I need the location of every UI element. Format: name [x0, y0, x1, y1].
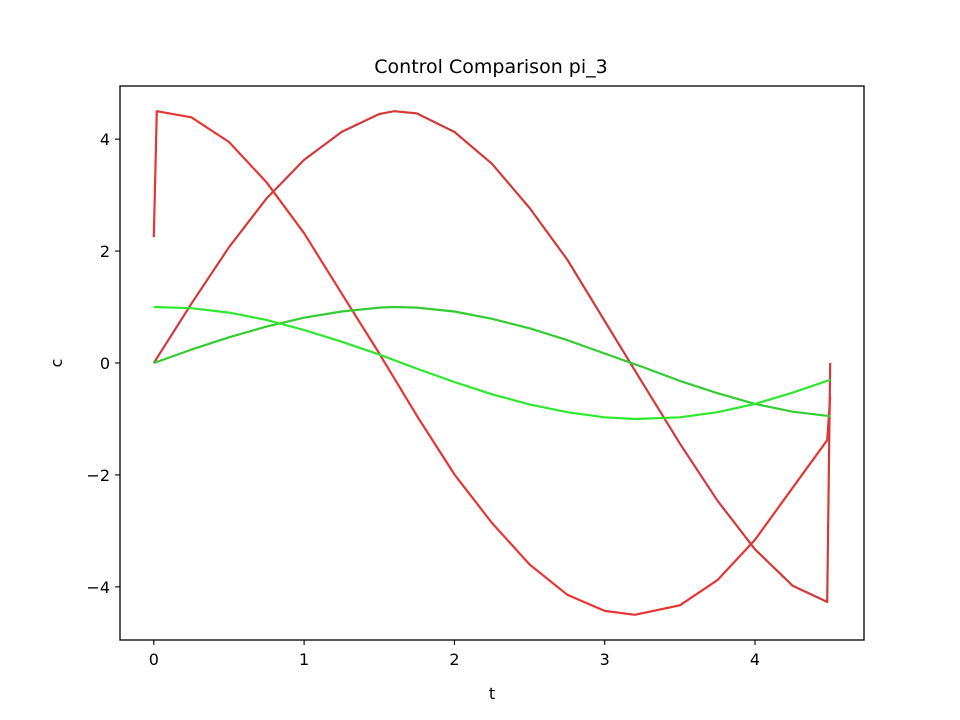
series-line-2	[152, 110, 832, 616]
y-tick-label: −4	[86, 578, 110, 597]
y-tick-label: 0	[100, 354, 110, 373]
x-axis: 0 1 2 3 4	[149, 640, 760, 669]
x-axis-label: t	[489, 684, 495, 703]
y-tick-label: −2	[86, 466, 110, 485]
series-line-3	[153, 305, 831, 418]
y-axis: −4 −2 0 2 4	[86, 130, 120, 597]
x-tick-label: 4	[750, 650, 760, 669]
x-tick-label: 2	[449, 650, 459, 669]
y-axis-label: c	[47, 359, 66, 368]
y-tick-label: 2	[100, 242, 110, 261]
plot-frame	[119, 85, 865, 641]
x-tick-label: 3	[600, 650, 610, 669]
series-line-4	[153, 305, 831, 421]
series-line-1	[152, 110, 832, 604]
plot-lines	[152, 110, 832, 616]
chart-title: Control Comparison pi_3	[374, 56, 607, 78]
x-tick-label: 0	[149, 650, 159, 669]
y-tick-label: 4	[100, 130, 110, 149]
x-tick-label: 1	[299, 650, 309, 669]
